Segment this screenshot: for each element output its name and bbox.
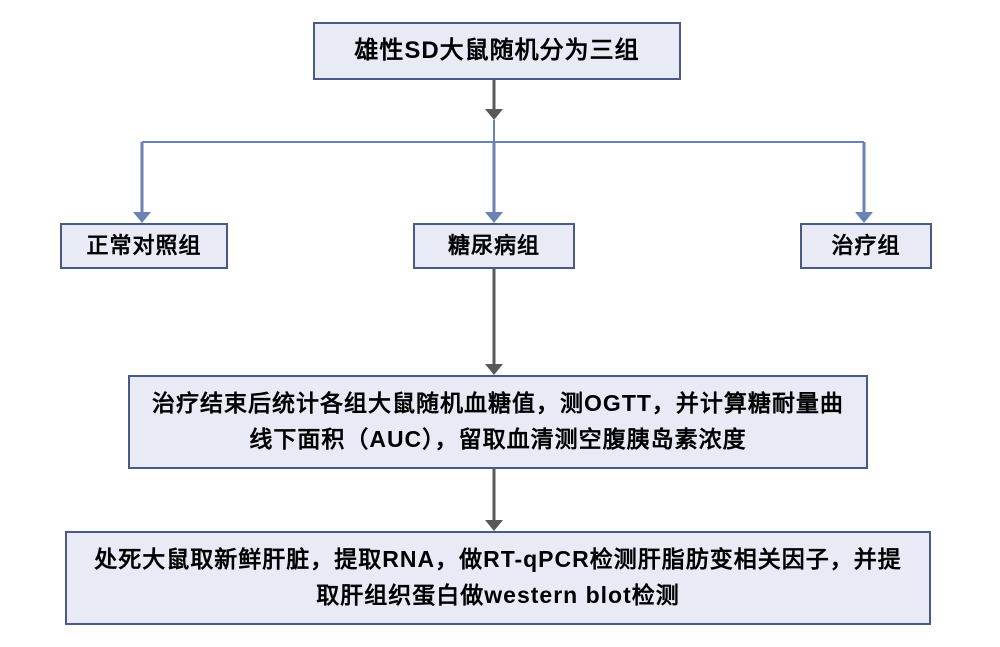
flow-node-group-treatment: 治疗组 [800, 223, 932, 269]
node-label: 治疗组 [831, 232, 900, 261]
node-label: 正常对照组 [86, 232, 201, 261]
node-label: 处死大鼠取新鲜肝脏，提取RNA，做RT-qPCR检测肝脂肪变相关因子，并提取肝组… [89, 542, 907, 613]
flow-node-group-diabetes: 糖尿病组 [413, 223, 575, 269]
flow-node-group-control: 正常对照组 [60, 223, 228, 269]
flow-node-sacrifice: 处死大鼠取新鲜肝脏，提取RNA，做RT-qPCR检测肝脂肪变相关因子，并提取肝组… [65, 531, 931, 625]
node-label: 糖尿病组 [448, 232, 540, 261]
node-label: 雄性SD大鼠随机分为三组 [354, 35, 639, 66]
flow-node-top: 雄性SD大鼠随机分为三组 [313, 22, 681, 80]
node-label: 治疗结束后统计各组大鼠随机血糖值，测OGTT，并计算糖耐量曲线下面积（AUC），… [148, 386, 848, 457]
flow-node-posttreatment: 治疗结束后统计各组大鼠随机血糖值，测OGTT，并计算糖耐量曲线下面积（AUC），… [128, 375, 868, 469]
